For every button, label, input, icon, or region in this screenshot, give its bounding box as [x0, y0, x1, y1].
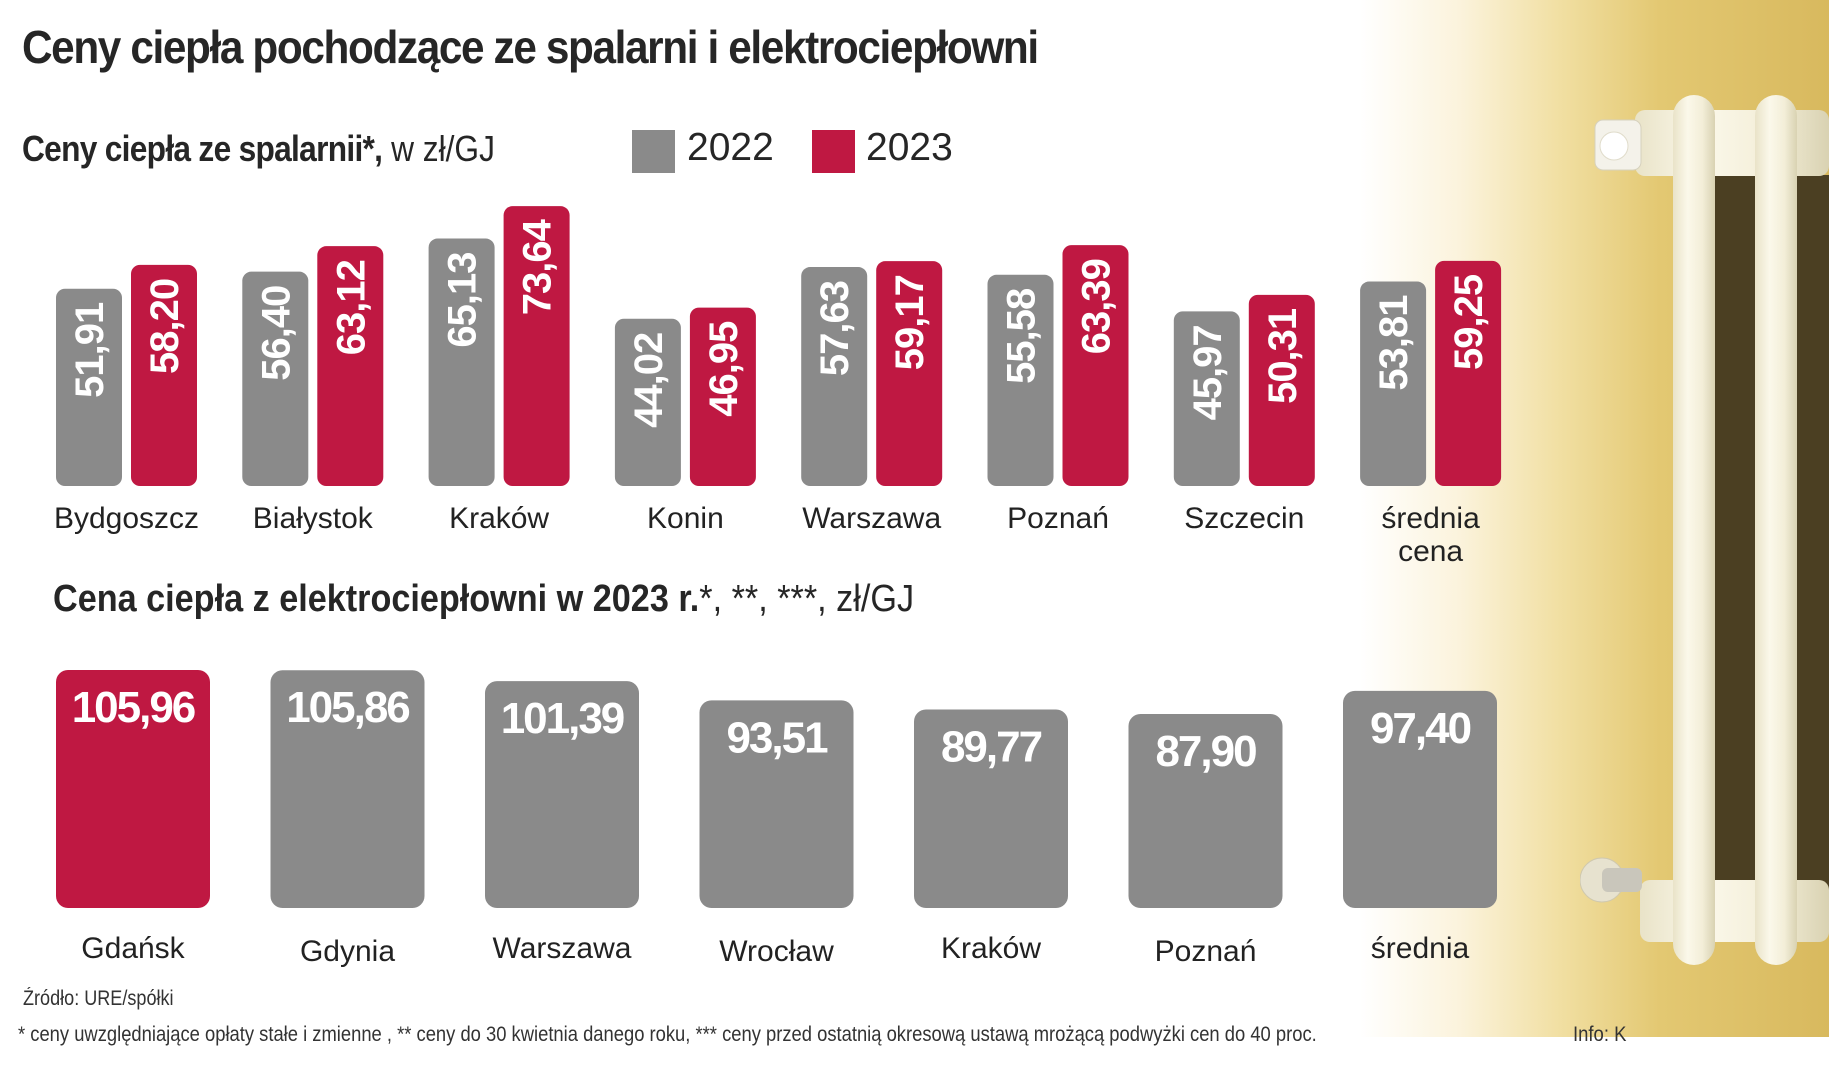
- data-label-2022: 55,58: [1000, 288, 1044, 384]
- category-label: Poznań: [1007, 502, 1109, 535]
- data-label-2022: 44,02: [627, 333, 671, 428]
- source-note: Źródło: URE/spółki: [23, 987, 174, 1010]
- bar-2022: [614, 318, 681, 486]
- data-label-2023: 59,25: [1447, 274, 1491, 370]
- data-label-2022: 45,97: [1186, 325, 1230, 420]
- category-label: Bydgoszcz: [54, 502, 199, 535]
- bar-2023: [689, 307, 756, 486]
- data-label: 89,77: [941, 722, 1042, 771]
- data-label-2022: 56,40: [254, 286, 298, 381]
- bar-2023: [317, 246, 384, 486]
- data-label-2023: 58,20: [143, 279, 187, 374]
- category-label: Warszawa: [493, 932, 632, 965]
- data-label: 101,39: [501, 694, 624, 743]
- bar-2022: [56, 288, 122, 486]
- bar-2022: [1173, 311, 1240, 486]
- data-label-2022: 57,63: [813, 281, 857, 376]
- category-label: Wrocław: [719, 935, 834, 968]
- legend-label-2023: 2023: [866, 126, 953, 169]
- info-credit: Info: K: [1573, 1022, 1627, 1046]
- data-label: 97,40: [1370, 704, 1471, 753]
- category-label: Poznań: [1155, 935, 1257, 968]
- legend-swatch-2023: [812, 130, 855, 173]
- main-title: Ceny ciepła pochodzące ze spalarni i ele…: [22, 21, 1039, 73]
- category-label: Szczecin: [1184, 502, 1304, 535]
- radiator-illustration: [1580, 95, 1829, 965]
- data-label: 105,96: [72, 683, 195, 732]
- bar: [699, 700, 854, 908]
- category-label: Warszawa: [802, 502, 941, 535]
- category-label: Kraków: [449, 502, 549, 535]
- data-label-2023: 46,95: [702, 321, 746, 417]
- chart2-title-unit: *, **, ***, zł/GJ: [699, 578, 915, 620]
- bar-2022: [801, 267, 868, 486]
- bar-2023: [876, 261, 943, 486]
- bar-2023: [1248, 294, 1315, 486]
- footnote: * ceny uwzględniające opłaty stałe i zmi…: [18, 1022, 1317, 1046]
- radiator-top-manifold: [1635, 110, 1829, 176]
- bar: [1343, 690, 1497, 908]
- chart2-title-bold: Cena ciepła z elektrociepłowni w 2023 r.: [53, 578, 700, 620]
- data-label-2022: 51,91: [68, 302, 112, 398]
- bar-2022: [1360, 281, 1427, 486]
- background-bottom-strip: [0, 1037, 1829, 1080]
- data-label-2022: 65,13: [441, 253, 485, 348]
- data-label-2023: 63,39: [1075, 259, 1119, 354]
- category-label: Konin: [647, 502, 724, 535]
- category-label: Gdańsk: [81, 932, 185, 965]
- bar-2023: [503, 206, 570, 486]
- data-label-2022: 53,81: [1372, 295, 1416, 391]
- bar: [56, 669, 210, 908]
- data-label-2023: 59,17: [888, 275, 932, 370]
- category-label: Gdynia: [300, 935, 395, 968]
- chart1-title-bold: Ceny ciepła ze spalarnii*,: [22, 128, 383, 169]
- bar: [1128, 714, 1283, 908]
- legend-label-2022: 2022: [687, 126, 774, 169]
- category-label: Białystok: [253, 502, 374, 535]
- bar-2022: [428, 238, 495, 486]
- bar-2023: [131, 264, 197, 486]
- chart1-title: Ceny ciepła ze spalarnii*, w zł/GJ: [22, 128, 495, 170]
- data-label-2023: 73,64: [516, 218, 560, 315]
- chart2-title: Cena ciepła z elektrociepłowni w 2023 r.…: [53, 578, 914, 621]
- legend-swatch-2022: [632, 130, 675, 173]
- data-label: 105,86: [286, 683, 409, 732]
- data-label: 87,90: [1155, 727, 1256, 776]
- radiator-bottom-manifold: [1640, 880, 1829, 942]
- data-label: 93,51: [726, 713, 828, 762]
- bar: [914, 709, 1068, 908]
- category-label: cena: [1398, 535, 1463, 568]
- chart-chp-prices: 105,96 Gdańsk 105,86 Gdynia 101,39 Warszawa 93…: [56, 669, 1497, 968]
- category-label: Kraków: [941, 932, 1041, 965]
- bar-2023: [1435, 260, 1502, 486]
- chart1-title-unit: w zł/GJ: [391, 128, 495, 169]
- bar: [485, 681, 639, 908]
- data-label-2023: 63,12: [329, 260, 373, 355]
- chart-incinerator-prices: 51,91 58,20 Bydgoszcz 56,40 63,12 Białystok 65…: [54, 206, 1502, 568]
- category-label: średnia: [1381, 502, 1480, 535]
- category-label: średnia: [1371, 932, 1470, 965]
- bar-2022: [987, 274, 1054, 486]
- bar: [270, 670, 425, 908]
- bar-2023: [1062, 245, 1129, 486]
- bar-2022: [242, 271, 309, 486]
- radiator-pipe-1: [1673, 95, 1715, 965]
- data-label-2023: 50,31: [1261, 308, 1305, 404]
- radiator-pipe-2: [1755, 95, 1797, 965]
